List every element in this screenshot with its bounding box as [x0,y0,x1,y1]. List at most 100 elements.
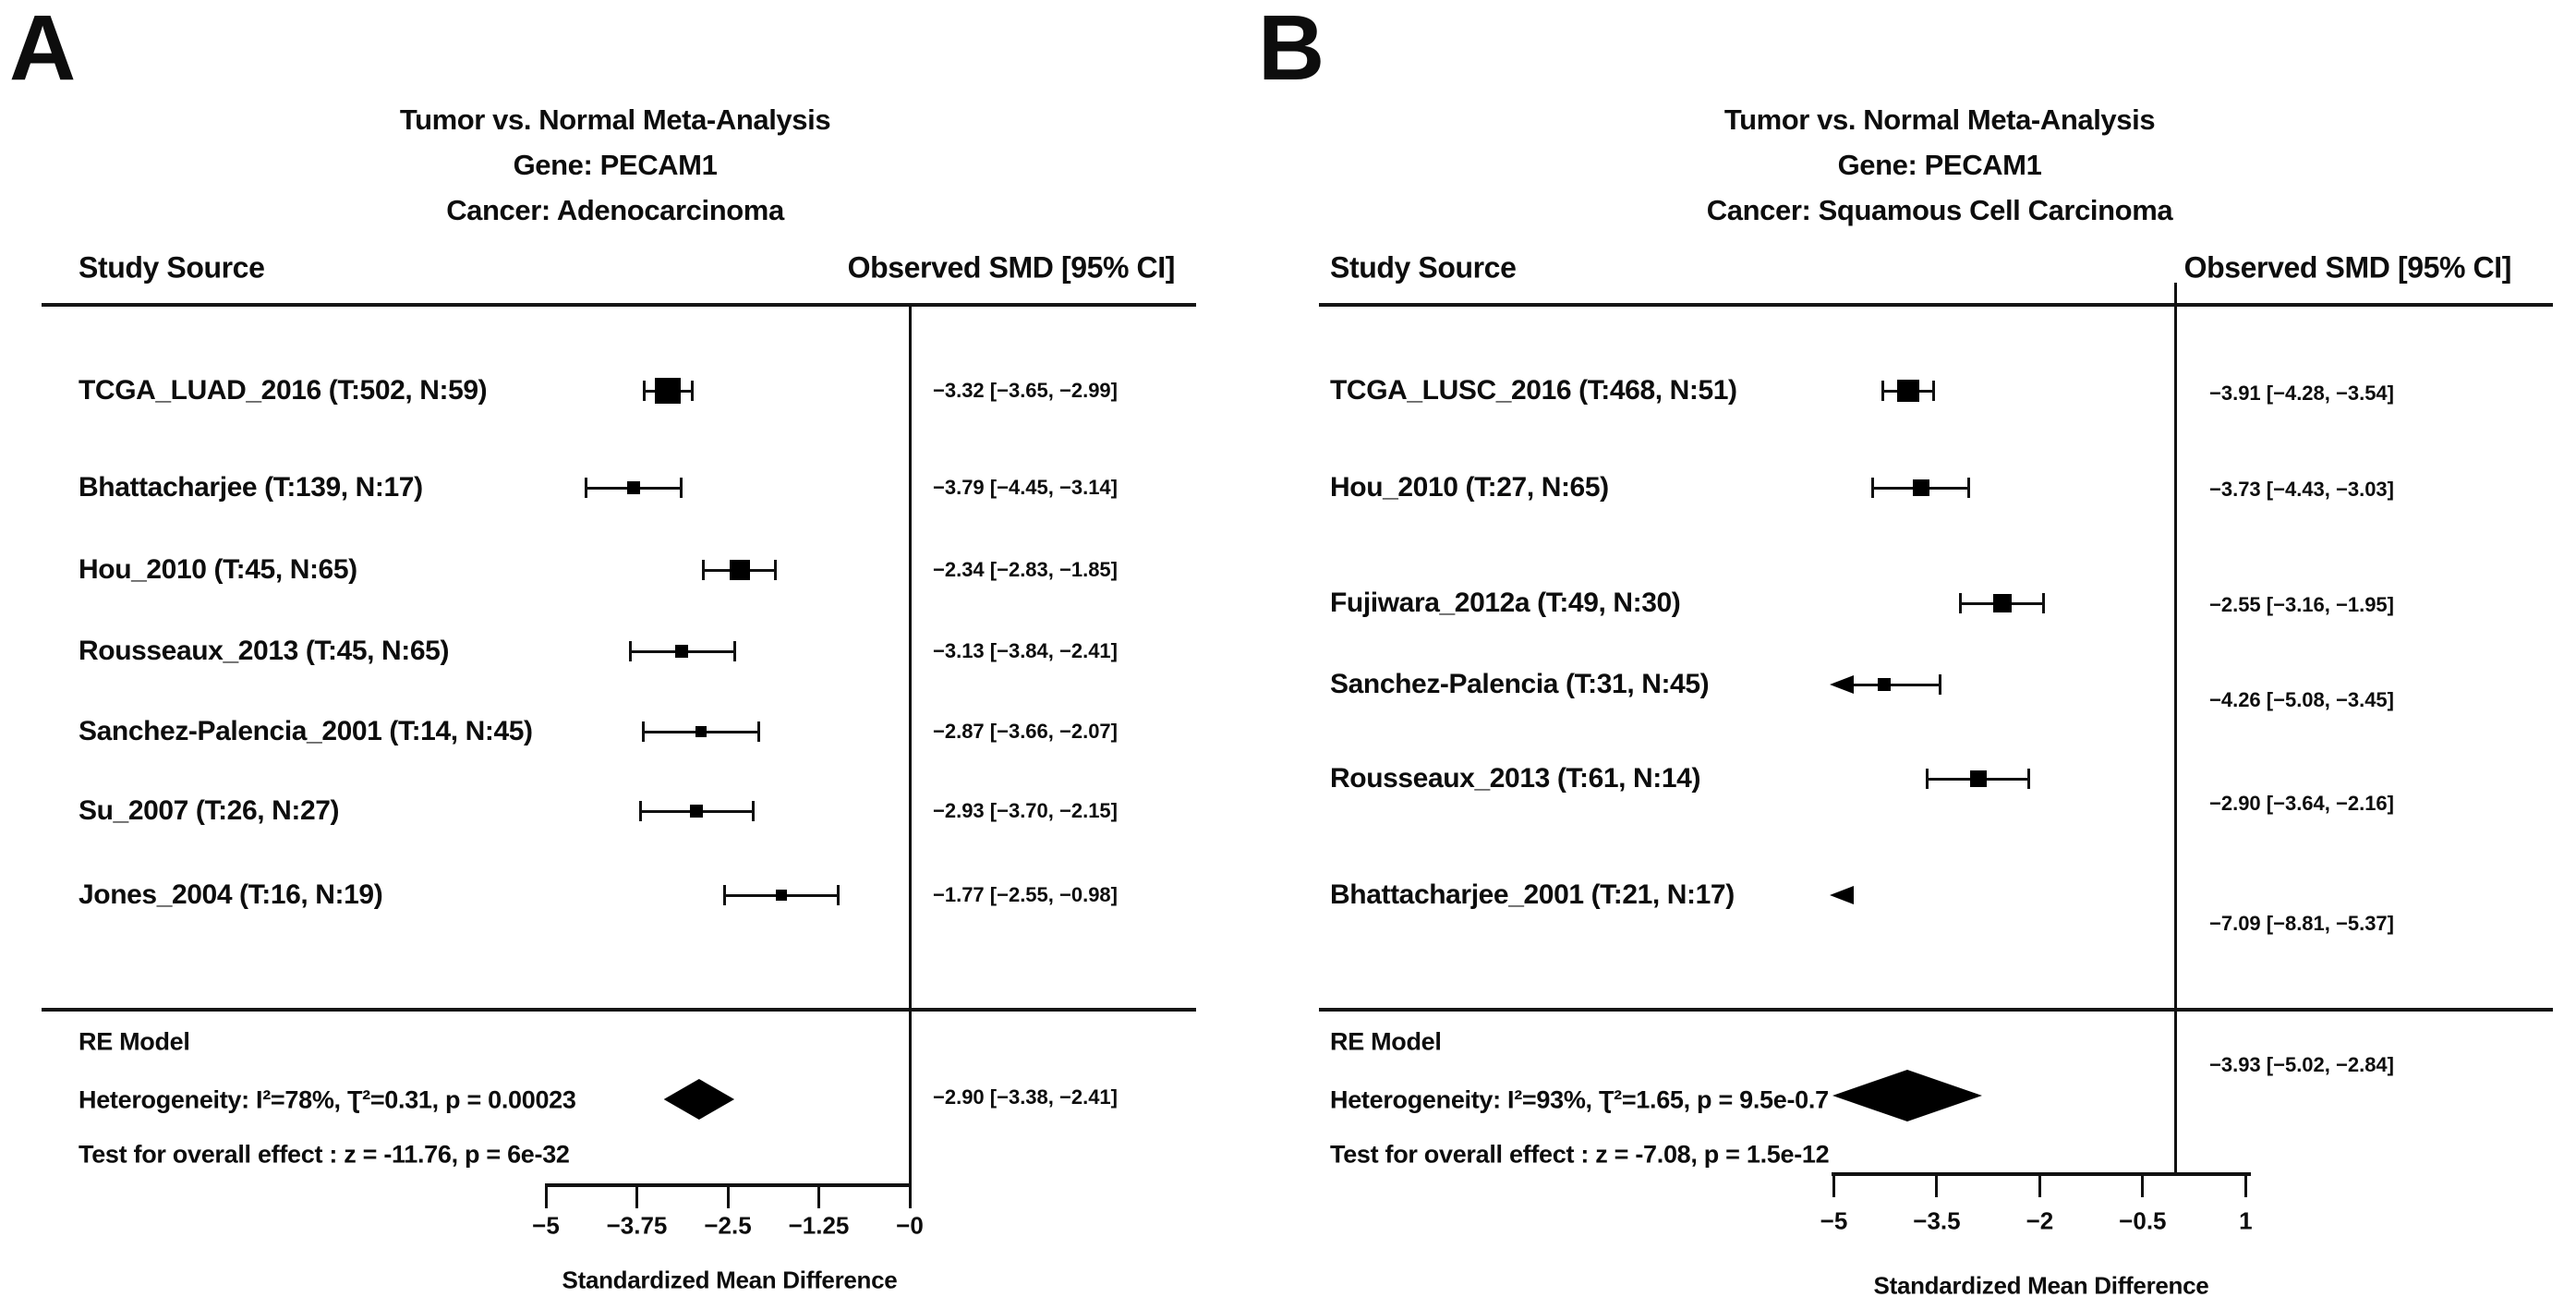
panel-b-study-smd-value: −2.55 [−3.16, −1.95] [2209,593,2394,616]
panel-b-ci-cap-left [1958,593,1962,613]
panel-b-axis-tick [2038,1172,2041,1197]
panel-a-point-estimate-marker [775,890,787,901]
panel-a-axis-tick [635,1183,638,1208]
panel-b-ci-cap-right [1932,381,1936,401]
panel-a-study-label: Su_2007 (T:26, N:27) [79,795,340,826]
panel-b-summary-rule [1319,1008,2553,1012]
panel-b-study-label: Bhattacharjee_2001 (T:21, N:17) [1330,879,1735,910]
panel-b-subtitle-gene: Gene: PECAM1 [1837,149,2042,181]
panel-a-ci-cap-right [773,560,777,580]
panel-a-axis-tick [544,1183,548,1208]
panel-a-ci-cap-right [757,721,761,742]
panel-b-heterogeneity-text: Heterogeneity: I²=93%, Ʈ²=1.65, p = 9.5e… [1330,1085,1829,1114]
panel-b-study-label: Sanchez-Palencia (T:31, N:45) [1330,669,1710,699]
panel-a-study-smd-value: −2.34 [−2.83, −1.85] [933,558,1118,581]
panel-b-study-smd-value: −3.91 [−4.28, −3.54] [2209,382,2394,405]
panel-b-axis-tick-label: −2 [2026,1206,2054,1235]
panel-a-zero-line [909,305,912,1185]
panel-b-header-rule [1319,303,2553,307]
panel-a-ci-cap-left [638,801,642,821]
panel-a-overall-test-text: Test for overall effect : z = -11.76, p … [79,1140,570,1169]
panel-a-ci-cap-left [642,721,646,742]
panel-a-axis-tick-label: −3.75 [606,1211,668,1240]
panel-b-axis-tick [1832,1172,1835,1197]
panel-a-ci-cap-right [732,641,736,661]
panel-b-ci-cap-left [1871,478,1875,498]
panel-a-ci-cap-left [722,885,726,905]
panel-a-header-rule [42,303,1196,307]
panel-b-ci-cap-right [1967,478,1971,498]
panel-a-axis-tick-label: −1.25 [788,1211,850,1240]
panel-b-study-smd-value: −7.09 [−8.81, −5.37] [2209,912,2394,935]
panel-a-axis-tick-label: −5 [532,1211,560,1240]
panel-b-study-label: Fujiwara_2012a (T:49, N:30) [1330,588,1681,618]
panel-a-study-smd-value: −3.32 [−3.65, −2.99] [933,379,1118,402]
panel-b-header-observed-smd: Observed SMD [95% CI] [2183,250,2512,285]
panel-a-ci-cap-left [584,478,587,498]
panel-b-re-model-label: RE Model [1330,1027,1442,1056]
panel-b-point-estimate-marker [1992,594,2012,612]
panel-a-study-smd-value: −3.79 [−4.45, −3.14] [933,476,1118,499]
panel-b-summary-diamond [1832,1070,1982,1121]
panel-b-ci-cap-right [1939,674,1942,695]
panel-b-point-estimate-marker [1912,479,1929,496]
panel-b-ci-cap-right [2027,769,2030,789]
panel-b-study-smd-value: −3.73 [−4.43, −3.03] [2209,478,2394,501]
panel-a-ci-cap-right [680,478,683,498]
panel-b-study-label: Hou_2010 (T:27, N:65) [1330,472,1609,503]
panel-a-study-label: Hou_2010 (T:45, N:65) [79,554,357,585]
panel-b-study-label: Rousseaux_2013 (T:61, N:14) [1330,763,1701,794]
panel-a-study-label: TCGA_LUAD_2016 (T:502, N:59) [79,375,488,406]
panel-b-ci-clip-arrow-icon [1830,886,1854,904]
panel-b-subtitle-cancer: Cancer: Squamous Cell Carcinoma [1706,194,2173,226]
panel-b-axis-tick-label: −3.5 [1913,1206,1961,1235]
panel-b-ci-line [1852,683,1941,686]
panel-a-ci-cap-left [642,381,646,401]
panel-b-study-label: TCGA_LUSC_2016 (T:468, N:51) [1330,375,1737,406]
panel-a-point-estimate-marker [695,726,707,737]
panel-a-study-smd-value: −2.87 [−3.66, −2.07] [933,720,1118,743]
panel-b-axis-tick [2243,1172,2247,1197]
panel-b-point-estimate-marker [1878,678,1892,691]
panel-a-axis-tick [817,1183,820,1208]
panel-a-re-model-label: RE Model [79,1027,190,1056]
panel-a-point-estimate-marker [655,378,682,404]
panel-a-study-smd-value: −3.13 [−3.84, −2.41] [933,639,1118,662]
panel-a-heterogeneity-text: Heterogeneity: I²=78%, Ʈ²=0.31, p = 0.00… [79,1085,576,1114]
panel-a-axis-tick-label: −2.5 [704,1211,752,1240]
panel-b-axis-tick-label: −0.5 [2119,1206,2167,1235]
panel-a-summary-value: −2.90 [−3.38, −2.41] [933,1085,1118,1109]
panel-b-ci-cap-left [1881,381,1885,401]
panel-a-point-estimate-marker [627,481,641,494]
panel-b-study-smd-value: −2.90 [−3.64, −2.16] [2209,792,2394,815]
panel-a-axis-tick [726,1183,730,1208]
panel-a-study-label: Bhattacharjee (T:139, N:17) [79,472,423,503]
panel-a-header-study-source: Study Source [79,250,265,285]
panel-b-letter: B [1258,0,1324,100]
panel-b-ci-clip-arrow-icon [1830,675,1854,694]
panel-b-axis-tick [2141,1172,2145,1197]
panel-a-ci-cap-left [702,560,706,580]
panel-a-letter: A [9,0,76,100]
panel-a-ci-cap-right [752,801,756,821]
panel-b-title: Tumor vs. Normal Meta-Analysis [1723,103,2156,136]
panel-a-summary-rule [42,1008,1196,1012]
panel-b-study-smd-value: −4.26 [−5.08, −3.45] [2209,688,2394,711]
panel-a-study-smd-value: −2.93 [−3.70, −2.15] [933,799,1118,822]
panel-a-summary-diamond [663,1079,735,1120]
panel-b-axis-tick-label: 1 [2239,1206,2253,1235]
panel-a-axis-tick [908,1183,912,1208]
panel-b-overall-test-text: Test for overall effect : z = -7.08, p =… [1330,1140,1830,1169]
panel-b-axis-tick-label: −5 [1820,1206,1848,1235]
panel-a-ci-cap-right [690,381,694,401]
panel-a-ci-cap-right [837,885,841,905]
panel-a-study-smd-value: −1.77 [−2.55, −0.98] [933,883,1118,906]
panel-a-study-label: Sanchez-Palencia_2001 (T:14, N:45) [79,716,533,746]
panel-a-study-label: Jones_2004 (T:16, N:19) [79,879,383,910]
panel-b-summary-value: −3.93 [−5.02, −2.84] [2209,1053,2394,1076]
panel-b-x-axis [1832,1172,2251,1176]
panel-b-header-study-source: Study Source [1330,250,1517,285]
panel-a-header-observed-smd: Observed SMD [95% CI] [847,250,1176,285]
panel-b-axis-tick [1935,1172,1939,1197]
